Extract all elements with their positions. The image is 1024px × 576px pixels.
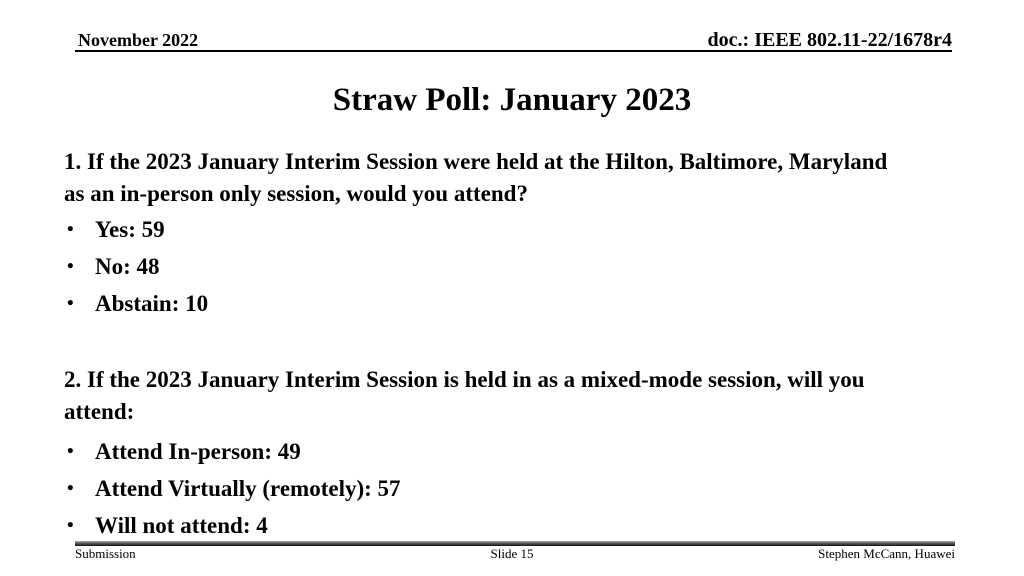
bullet-icon: • (67, 219, 74, 240)
list-item: • No: 48 (64, 251, 994, 283)
list-item: • Abstain: 10 (64, 288, 994, 320)
poll-result-yes: Yes: 59 (95, 217, 165, 242)
question-1-line-2: as an in-person only session, would you … (64, 181, 528, 206)
question-1: 1. If the 2023 January Interim Session w… (64, 146, 994, 210)
header-date: November 2022 (78, 30, 199, 50)
footer-rule (75, 541, 955, 546)
question-1-line-1: 1. If the 2023 January Interim Session w… (64, 149, 888, 174)
footer-slide-number: Slide 15 (490, 546, 534, 561)
bullet-icon: • (67, 293, 74, 314)
question-2-results: • Attend In-person: 49 • Attend Virtuall… (64, 436, 994, 547)
header-doc-id: doc.: IEEE 802.11-22/1678r4 (707, 29, 952, 51)
list-item: • Yes: 59 (64, 214, 994, 246)
list-item: • Attend Virtually (remotely): 57 (64, 473, 994, 505)
poll-result-in-person: Attend In-person: 49 (95, 439, 301, 464)
footer-submission: Submission (75, 546, 136, 561)
list-item: • Attend In-person: 49 (64, 436, 994, 468)
list-item: • Will not attend: 4 (64, 510, 994, 542)
question-2-line-2: attend: (64, 399, 135, 424)
bullet-icon: • (67, 441, 74, 462)
bullet-icon: • (67, 256, 74, 277)
slide-title: Straw Poll: January 2023 (332, 82, 692, 118)
bullet-icon: • (67, 515, 74, 536)
poll-result-no: No: 48 (95, 254, 160, 279)
footer-author: Stephen McCann, Huawei (818, 546, 955, 561)
bullet-icon: • (67, 478, 74, 499)
header-rule (75, 50, 952, 52)
poll-result-virtual: Attend Virtually (remotely): 57 (95, 476, 401, 501)
question-1-results: • Yes: 59 • No: 48 • Abstain: 10 (64, 214, 994, 325)
question-2-line-1: 2. If the 2023 January Interim Session i… (64, 367, 865, 392)
question-2: 2. If the 2023 January Interim Session i… (64, 364, 994, 428)
poll-result-abstain: Abstain: 10 (95, 291, 209, 316)
poll-result-not-attend: Will not attend: 4 (95, 513, 268, 538)
